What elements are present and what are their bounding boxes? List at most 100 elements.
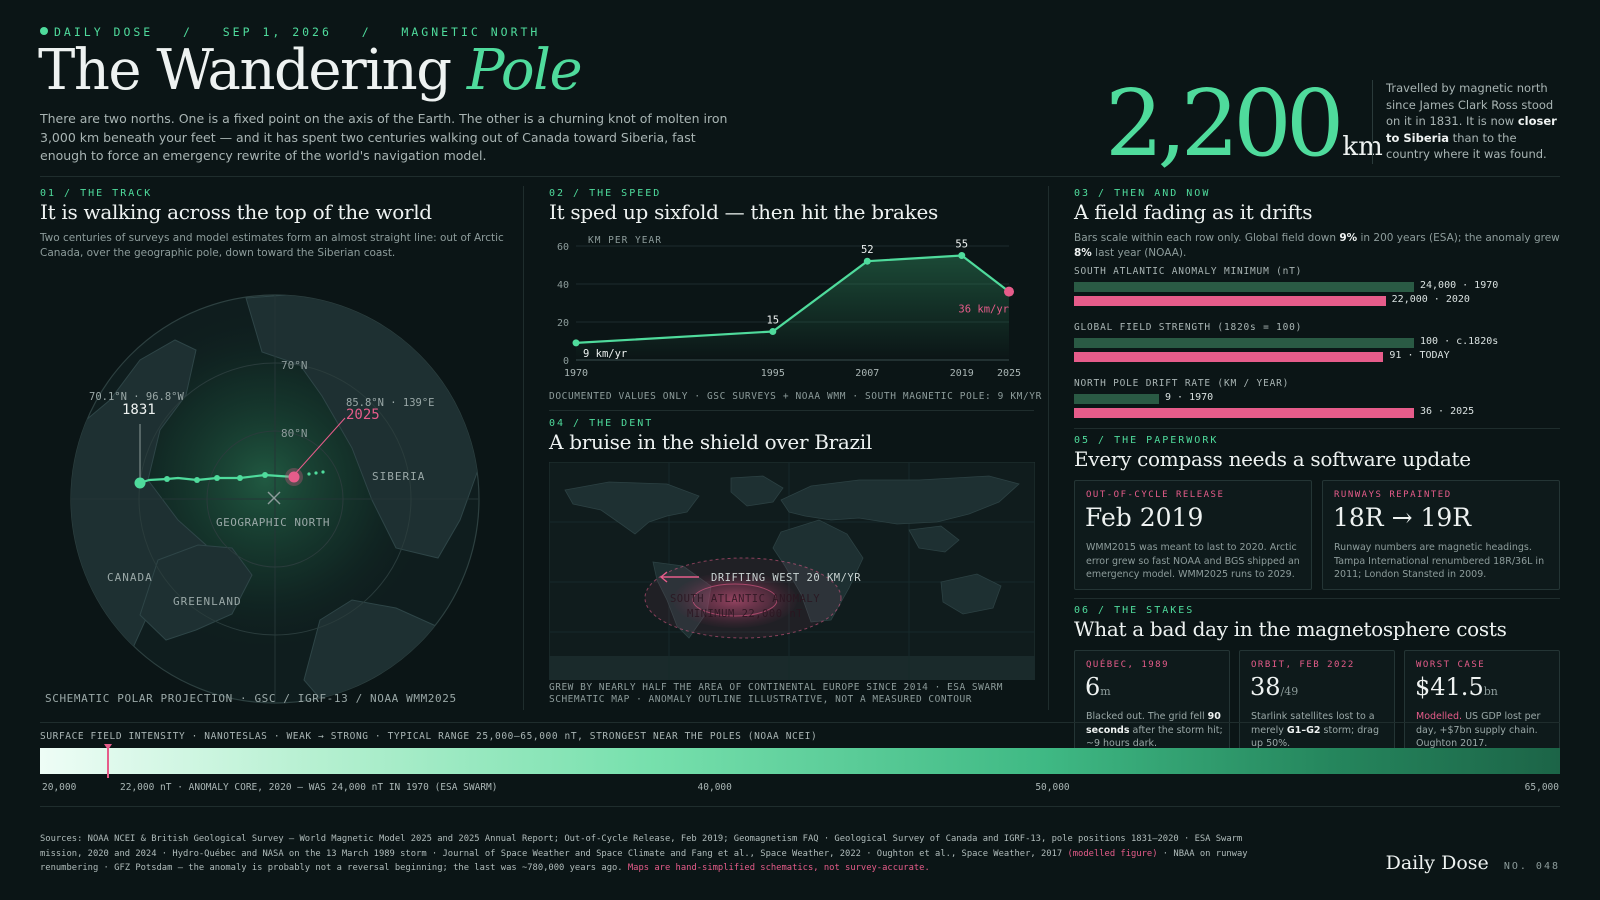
speed-x-tick: 2025: [997, 368, 1021, 379]
bar-now: [1074, 408, 1414, 418]
anomaly-map: DRIFTING WEST 20 KM/YR SOUTH ATLANTIC AN…: [549, 462, 1035, 680]
speed-title: It sped up sixfold — then hit the brakes: [549, 200, 938, 224]
bar-then: [1074, 338, 1414, 348]
scale-max-label: 65,000: [1524, 782, 1559, 793]
card-kicker: WORST CASE: [1416, 660, 1486, 670]
anomaly-label-1: SOUTH ATLANTIC ANOMALY: [670, 593, 820, 605]
card-kicker: ORBIT, FEB 2022: [1251, 660, 1355, 670]
issue-topic: MAGNETIC NORTH: [401, 25, 541, 39]
card-value-unit: bn: [1483, 685, 1498, 698]
footer-brand-block: Daily Dose NO. 048: [1386, 852, 1560, 874]
thennow-desc-text: last year (NOAA).: [1091, 247, 1187, 259]
card-runways: RUNWAYS REPAINTED 18R → 19R Runway numbe…: [1322, 480, 1560, 590]
card-desc-text: storm; drag up 50%.: [1251, 724, 1380, 749]
speed-point-2019: [958, 252, 966, 259]
column-divider-2: [1048, 186, 1049, 710]
bar-row-label: GLOBAL FIELD STRENGTH (1820s = 100): [1074, 322, 1303, 333]
scale-top-divider: [40, 722, 1560, 723]
bar-then: [1074, 394, 1159, 404]
sources-text: Sources: NOAA NCEI & British Geological …: [40, 832, 1280, 876]
bar-now: [1074, 296, 1386, 306]
card-description: WMM2015 was meant to last to 2020. Arcti…: [1086, 542, 1300, 580]
card-kicker: QUÉBEC, 1989: [1086, 660, 1170, 670]
bar-then-value: 100 · c.1820s: [1420, 336, 1499, 347]
stat-description: Travelled by magnetic north since James …: [1386, 80, 1562, 163]
paperwork-divider: [1074, 598, 1560, 599]
bar-then-value: 24,000 · 1970: [1420, 280, 1499, 291]
thennow-desc-bold: 8%: [1074, 247, 1092, 259]
headline-stat: 2,200 km: [1105, 70, 1383, 177]
stakes-cards: QUÉBEC, 1989 6m Blacked out. The grid fe…: [1074, 650, 1560, 748]
continent-greenland: [730, 475, 784, 507]
label-geographic-north: GEOGRAPHIC NORTH: [216, 516, 330, 529]
title-main: The Wandering: [38, 38, 452, 103]
dent-footer: GREW BY NEARLY HALF THE AREA OF CONTINEN…: [549, 682, 1003, 705]
card-value-number: 6: [1085, 673, 1101, 701]
pole-2025-point: [288, 471, 300, 483]
page-title: The Wandering Pole: [38, 38, 583, 103]
saa-core: [673, 572, 797, 628]
end-coordinate: 85.8°N · 139°E: [346, 397, 435, 409]
dent-kicker: 04 / THE DENT: [549, 418, 654, 429]
speed-point-label: 15: [766, 315, 779, 327]
thennow-kicker: 03 / THEN AND NOW: [1074, 188, 1211, 199]
saa-inner-ring: [692, 583, 778, 617]
sources-part: Sources: NOAA NCEI & British Geological …: [40, 834, 1243, 859]
scale-caption: SURFACE FIELD INTENSITY · NANOTESLAS · W…: [40, 731, 818, 742]
card-desc-text: Blacked out. The grid fell: [1086, 711, 1208, 722]
card-value-unit: m: [1100, 685, 1111, 698]
stat-desc-bold: closer to Siberia: [1386, 114, 1557, 145]
speed-point-label: 9 km/yr: [583, 348, 627, 360]
thennow-description: Bars scale within each row only. Global …: [1074, 231, 1564, 261]
speed-point-2007: [863, 257, 871, 265]
projected-track-dots: [307, 470, 325, 476]
speed-area: [576, 255, 1009, 360]
dent-footer-line-2: SCHEMATIC MAP · ANOMALY OUTLINE ILLUSTRA…: [549, 693, 972, 705]
footer-issue: NO. 048: [1503, 861, 1560, 872]
card-kicker: OUT-OF-CYCLE RELEASE: [1086, 490, 1225, 500]
scale-bottom-divider: [40, 806, 1560, 807]
card-desc-text: after the storm hit; ~9 hours dark.: [1086, 724, 1223, 749]
anomaly-label-2: MINIMUM 22,000 nT: [687, 608, 803, 620]
speed-y-unit: KM PER YEAR: [588, 235, 662, 246]
latitude-ring-70: [138, 362, 412, 636]
speed-point-label: 55: [955, 239, 968, 251]
stakes-kicker: 06 / THE STAKES: [1074, 605, 1195, 616]
speed-x-tick: 2019: [950, 368, 974, 379]
stat-value: 2,200: [1105, 70, 1344, 177]
sources-highlight: Maps are hand-simplified schematics, not…: [627, 863, 930, 873]
card-value: 6m: [1085, 673, 1111, 701]
card-description: Blacked out. The grid fell 90 seconds af…: [1086, 710, 1226, 748]
bar-row-label: NORTH POLE DRIFT RATE (KM / YEAR): [1074, 378, 1290, 389]
speed-footer: DOCUMENTED VALUES ONLY · GSC SURVEYS + N…: [549, 391, 1042, 402]
track-kicker: 01 / THE TRACK: [40, 188, 153, 199]
label-canada: CANADA: [107, 571, 153, 584]
speed-y-tick: 40: [557, 280, 569, 291]
card-value: 38/49: [1250, 673, 1298, 701]
intro-paragraph: There are two norths. One is a fixed poi…: [40, 111, 728, 163]
card-value-number: $41.5: [1415, 673, 1484, 701]
header-divider: [40, 176, 1560, 177]
thennow-desc-bold: 9%: [1339, 232, 1358, 244]
card-worst-case: WORST CASE $41.5bn Modelled. US GDP lost…: [1404, 650, 1560, 748]
polar-map: 70°N 80°N SIBERIA CANADA GREENLAND GEOGR…: [70, 294, 480, 704]
kicker-separator: /: [361, 25, 372, 39]
thennow-desc-text: in 200 years (ESA); the anomaly grew: [1357, 232, 1560, 244]
card-out-of-cycle: OUT-OF-CYCLE RELEASE Feb 2019 WMM2015 wa…: [1074, 480, 1312, 590]
label-70n: 70°N: [281, 359, 308, 372]
stat-desc-text: Travelled by magnetic north since James …: [1386, 81, 1554, 128]
paperwork-kicker: 05 / THE PAPERWORK: [1074, 435, 1219, 446]
continent-australia: [940, 573, 1002, 615]
geographic-north-marker: [267, 491, 281, 505]
column-divider-1: [523, 186, 524, 710]
continent-north-america: [564, 481, 700, 535]
stat-unit: km: [1342, 132, 1383, 162]
drift-label: DRIFTING WEST 20 KM/YR: [711, 572, 861, 584]
track-footer: SCHEMATIC POLAR PROJECTION · GSC / IGRF-…: [45, 692, 457, 705]
stat-divider: [1372, 80, 1373, 164]
track-title: It is walking across the top of the worl…: [40, 200, 432, 224]
track-description: Two centuries of surveys and model estim…: [40, 232, 504, 259]
scale-tick-40000: 40,000: [697, 782, 732, 793]
card-description: Starlink satellites lost to a merely G1–…: [1251, 710, 1391, 748]
sources-highlight: (modelled figure): [1067, 848, 1158, 859]
